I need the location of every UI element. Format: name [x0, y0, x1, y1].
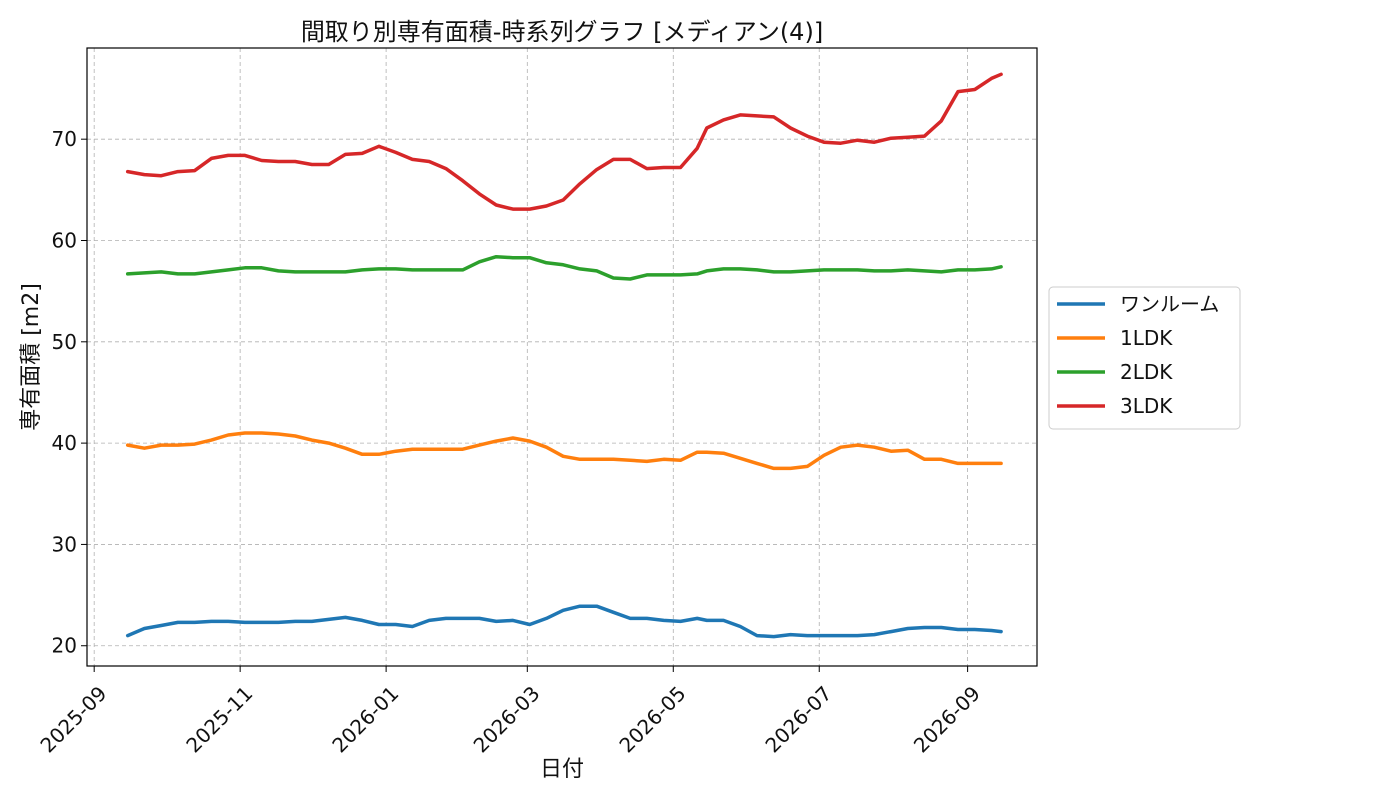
legend-frame: [1048, 286, 1241, 430]
legend-label: ワンルーム: [1120, 292, 1219, 316]
x-axis-label: 日付: [540, 757, 584, 782]
y-tick-label: 50: [52, 330, 77, 354]
grid-lines: [87, 48, 1037, 666]
y-tick-label: 20: [52, 634, 77, 658]
legend-label: 2LDK: [1120, 360, 1173, 384]
plot-area-frame: [86, 47, 1038, 667]
series-line-4: [125, 72, 1003, 211]
series-line-2: [125, 431, 1003, 471]
series-line-1: [125, 604, 1003, 639]
chart-title: 間取り別専有面積-時系列グラフ [メディアン(4)]: [301, 18, 823, 46]
y-axis-ticks: 20 30 40 50 60 70: [52, 127, 87, 658]
y-tick-label: 30: [52, 532, 77, 556]
y-tick-label: 60: [52, 228, 77, 252]
legend-label: 3LDK: [1120, 394, 1173, 418]
series-lines: [125, 72, 1003, 639]
series-line-3: [125, 254, 1003, 281]
y-tick-label: 40: [52, 431, 77, 455]
legend-label: 1LDK: [1120, 326, 1173, 350]
legend: ワンルーム 1LDK 2LDK 3LDK: [1048, 286, 1241, 430]
y-axis-label: 専有面積 [m2]: [19, 283, 44, 431]
y-tick-label: 70: [52, 127, 77, 151]
